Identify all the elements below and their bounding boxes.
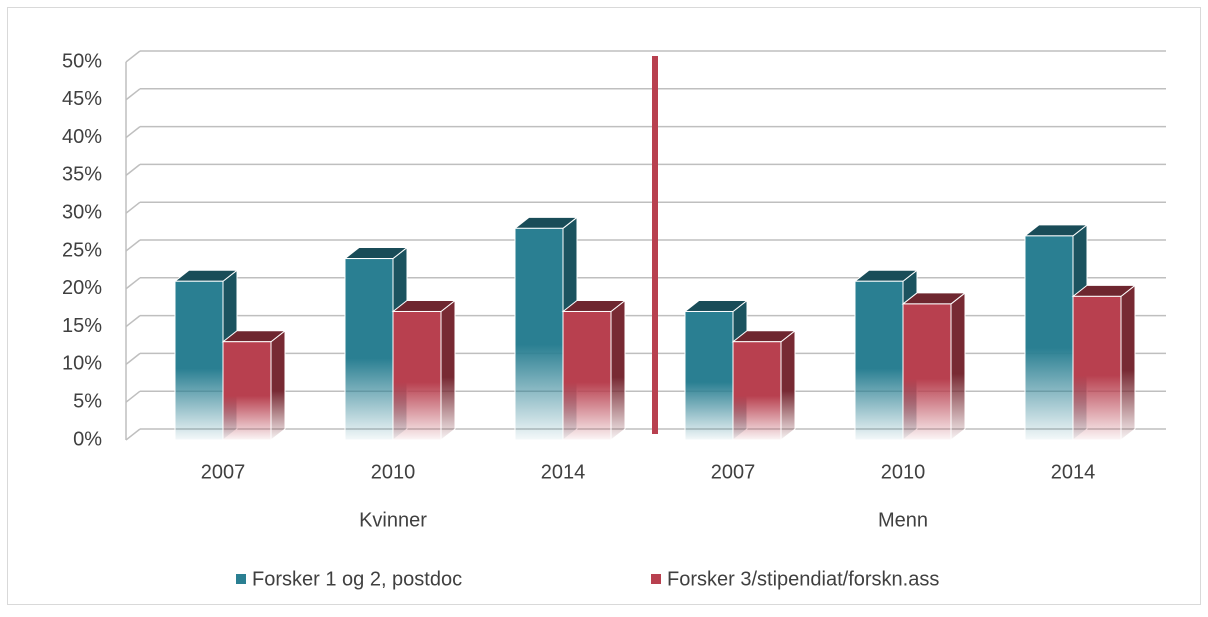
grid-line-side [125,239,141,252]
legend-swatch [236,574,246,584]
y-tick-label: 25% [62,239,102,261]
bar [1071,284,1137,442]
bar-side [610,299,626,442]
bar-front [1024,235,1074,441]
y-tick-label: 10% [62,353,102,375]
bar-front [902,303,952,441]
x-tick-label: 2014 [541,461,586,483]
y-tick-label: 35% [62,164,102,186]
bar-side [440,299,456,442]
bar-side [270,329,286,442]
grid-line-side [125,201,141,214]
bar [221,329,287,442]
x-tick-label: 2010 [881,461,926,483]
x-tick-label: 2010 [371,461,416,483]
y-tick-label: 30% [62,201,102,223]
bar-front [392,310,442,441]
bar-front [684,310,734,441]
bar-front [562,310,612,441]
legend-swatch [651,574,661,584]
legend-label: Forsker 1 og 2, postdoc [252,568,462,590]
x-tick-label: 2014 [1051,461,1096,483]
bar-front [344,258,394,441]
grid-line-side [125,163,141,176]
group-label: Menn [878,509,928,531]
bar-front [222,341,272,441]
bar-front [1072,295,1122,441]
x-tick-label: 2007 [201,461,246,483]
grid-line-side [125,390,141,403]
grid-line-side [125,428,141,441]
y-tick-label: 15% [62,315,102,337]
y-tick-label: 0% [73,428,102,450]
y-tick-label: 50% [62,50,102,72]
grid-line-side [125,50,141,63]
grid-line-side [125,126,141,139]
x-tick-label: 2007 [711,461,756,483]
bar-front [854,280,904,441]
grid-line-side [125,277,141,290]
y-tick-label: 40% [62,126,102,148]
grid-line-side [125,352,141,365]
bar [1023,223,1089,442]
y-tick-label: 20% [62,277,102,299]
y-tick-label: 5% [73,390,102,412]
bar [561,299,627,442]
bar [731,329,797,442]
bar [683,299,749,442]
bar-side [780,329,796,442]
grid-line-side [125,88,141,101]
group-label: Kvinner [359,509,427,531]
bar-side [950,291,966,442]
grid-line-side [125,315,141,328]
bar [901,291,967,442]
legend-label: Forsker 3/stipendiat/forskn.ass [667,568,939,590]
bar-front [174,280,224,441]
bar-front [514,227,564,441]
y-tick-label: 45% [62,88,102,110]
bar-side [1120,284,1136,442]
bar-front [732,341,782,441]
bar [391,299,457,442]
